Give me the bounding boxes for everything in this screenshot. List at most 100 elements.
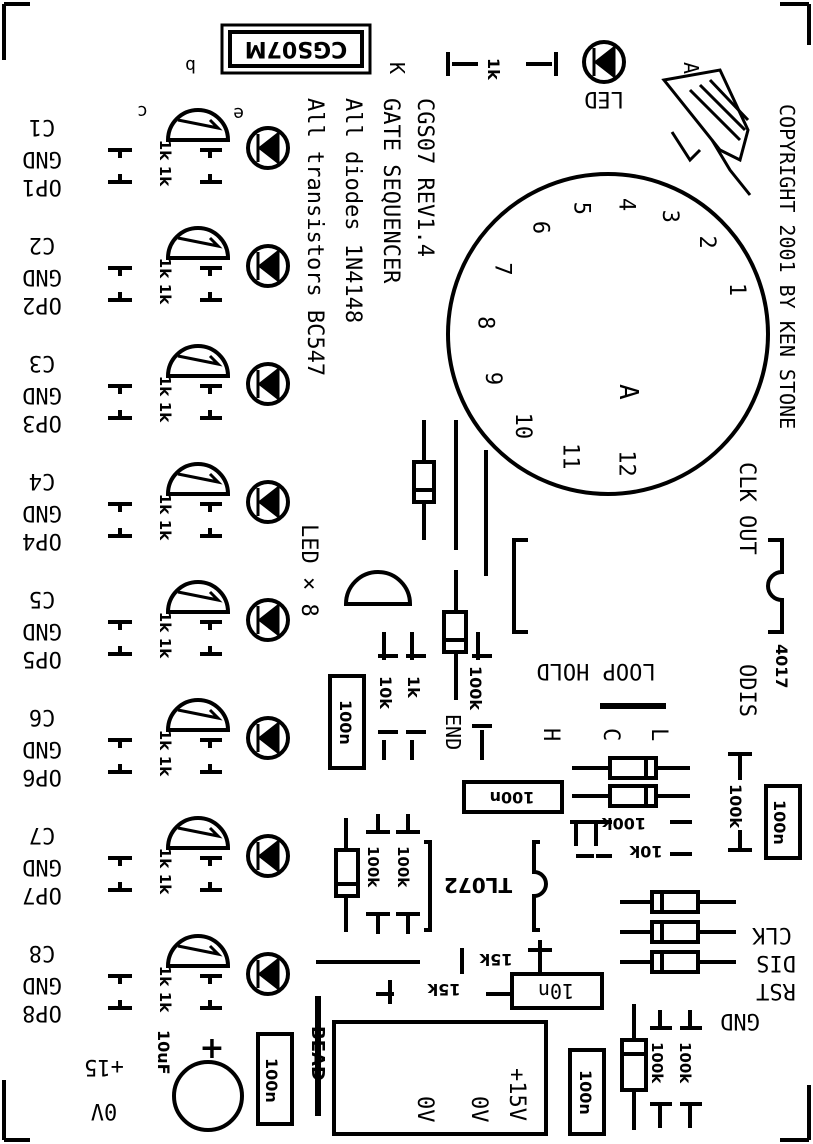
cap-100n-2: 100n — [462, 780, 564, 814]
transistor-arrow — [177, 118, 223, 131]
led-diode-icon — [256, 838, 280, 874]
channel-r1k-a: 1k — [156, 494, 174, 515]
cap-100n-2-label: 100n — [490, 788, 535, 807]
small-resistors — [378, 632, 492, 760]
channel-c-label: C6 — [29, 704, 56, 729]
channel-gnd-label: GND — [22, 618, 62, 643]
channel-r1k-a: 1k — [156, 848, 174, 869]
channel-op-label: OP7 — [22, 882, 62, 907]
channel-c-label: C3 — [29, 350, 56, 375]
rotary-position-11: 11 — [558, 443, 583, 470]
knob-graphic — [661, 68, 752, 196]
cap-100n-3: 100n — [764, 784, 802, 860]
top-led-label: LED — [584, 86, 624, 111]
channel-c-label: C2 — [29, 232, 56, 257]
rotary-position-6: 6 — [527, 221, 552, 234]
cap-100n-1-label: 100n — [336, 700, 355, 745]
rotary-position-1: 1 — [724, 283, 749, 296]
bead-label: BEAD — [307, 1026, 328, 1081]
channel-2: C2 GND OP2 1k 1k — [22, 226, 290, 317]
power-l2: 0V — [466, 1096, 491, 1123]
channel-op-label: OP6 — [22, 764, 62, 789]
tl072-area — [334, 814, 548, 934]
cap-100n-1: 100n — [328, 674, 366, 770]
ic-4017-label: 4017 — [772, 644, 791, 689]
power-l1: +15V — [504, 1068, 529, 1121]
zero-v-label: 0V — [91, 1098, 118, 1123]
rotary-position-4: 4 — [613, 198, 638, 211]
rst-label: RST — [756, 978, 796, 1003]
led-diode-icon — [256, 720, 280, 756]
channel-r1k-b: 1k — [156, 402, 174, 423]
ic-4017 — [512, 538, 784, 634]
rotary-position-12: 12 — [613, 450, 638, 477]
tl072-label: TL072 — [444, 873, 512, 897]
channel-c-label: C7 — [29, 822, 56, 847]
channel-rows: C1 GND OP1 1k 1k C2 GND OP2 1k 1k C3 GND OP3 1k 1k C4 GN… — [22, 108, 290, 1025]
channel-5: C5 GND OP5 1k 1k — [22, 580, 290, 671]
channel-r1k-a: 1k — [156, 258, 174, 279]
r100k-br2-label: 100k — [676, 1042, 694, 1084]
channel-c-label: C1 — [29, 114, 56, 139]
trimmer-shape — [343, 570, 413, 606]
channel-r1k-a: 1k — [156, 140, 174, 161]
middle-traces — [412, 420, 488, 700]
rotary-position-10: 10 — [510, 413, 535, 440]
channel-op-label: OP5 — [22, 646, 62, 671]
r10k-r2-label: 10k — [629, 842, 662, 861]
a-label: A — [679, 62, 703, 74]
loop-hold-label: LOOP HOLD — [536, 658, 655, 683]
channel-c-label: C8 — [29, 940, 56, 965]
r15k-area — [316, 940, 552, 1004]
r100k-br1-label: 100k — [648, 1042, 666, 1084]
end-label: END — [441, 714, 465, 750]
h-label: H — [538, 728, 563, 741]
gnd-right-label: GND — [720, 1008, 760, 1033]
channel-gnd-label: GND — [22, 972, 62, 997]
r100k-tl2-label: 100k — [394, 846, 412, 888]
p15-label: +15 — [84, 1054, 124, 1079]
channel-r1k-b: 1k — [156, 874, 174, 895]
channel-4: C4 GND OP4 1k 1k — [22, 462, 290, 553]
channel-c-label: C5 — [29, 586, 56, 611]
bottom-right-resistors — [620, 1004, 702, 1130]
channel-op-label: OP3 — [22, 410, 62, 435]
transistor-arrow — [177, 354, 223, 367]
channel-r1k-a: 1k — [156, 612, 174, 633]
r100k-r2-label: 100k — [602, 814, 646, 833]
dis-label: DIS — [756, 950, 796, 975]
power-l3: 0V — [412, 1096, 437, 1123]
cap-10uf: 10uF + — [154, 1030, 244, 1132]
note-line1: CGS07 REV1.4 — [412, 98, 437, 257]
r100k-odis-label: 100k — [726, 784, 745, 828]
led-diode-icon — [256, 366, 280, 402]
rotary-position-3: 3 — [657, 210, 682, 223]
channel-1: C1 GND OP1 1k 1k — [22, 108, 290, 199]
channel-r1k-b: 1k — [156, 166, 174, 187]
transistor-arrow — [177, 472, 223, 485]
pin-c-label: c — [137, 101, 148, 122]
clk-label: CLK — [751, 922, 791, 947]
channel-r1k-b: 1k — [156, 992, 174, 1013]
pin-e-label: e — [233, 103, 244, 124]
channel-gnd-label: GND — [22, 736, 62, 761]
transistor-arrow — [177, 236, 223, 249]
chip-tag-text: CGS07M — [245, 36, 348, 61]
channel-gnd-label: GND — [22, 500, 62, 525]
resistor-stubs — [108, 856, 222, 892]
cap-100n-5-label: 100n — [576, 1070, 595, 1115]
cap-10n: 10n — [510, 972, 604, 1010]
channel-gnd-label: GND — [22, 264, 62, 289]
r10k-label: 10k — [376, 676, 395, 709]
c-label: C — [598, 728, 623, 741]
copyright-text: COPYRIGHT 2001 BY KEN STONE — [775, 104, 799, 429]
rotary-center-label: A — [613, 384, 643, 400]
pin-b-label: b — [185, 55, 196, 76]
power-block: +15V 0V 0V — [315, 996, 548, 1136]
top-resistor-1k — [446, 52, 558, 76]
channel-6: C6 GND OP6 1k 1k — [22, 698, 290, 789]
cap-100n-4-label: 100n — [262, 1058, 281, 1103]
l-label: L — [646, 728, 671, 741]
channel-r1k-a: 1k — [156, 966, 174, 987]
channel-r1k-b: 1k — [156, 520, 174, 541]
